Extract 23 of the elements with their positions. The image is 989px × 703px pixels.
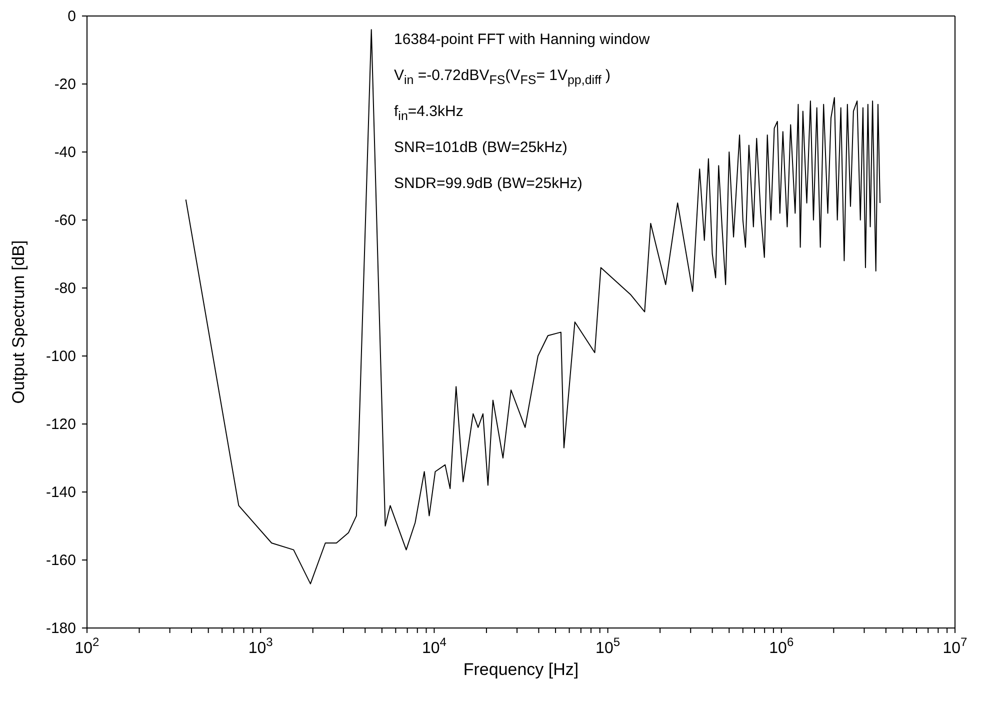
- y-tick-label: -80: [54, 280, 76, 297]
- x-tick-label: 10$^{5}$: [596, 635, 620, 657]
- x-tick-label: 10$^{4}$: [422, 635, 447, 657]
- annotation: 16384-point FFT with Hanning window: [394, 30, 650, 50]
- annotation: f$_{in}$=4.3kHz: [394, 102, 464, 125]
- y-tick-label: -120: [46, 416, 76, 433]
- y-tick-label: -60: [54, 212, 76, 229]
- x-tick-label: 10$^{2}$: [74, 635, 100, 657]
- y-tick-label: 0: [68, 8, 76, 25]
- x-axis-title: Frequency [Hz]: [463, 660, 579, 679]
- x-tick-label: 10$^{6}$: [769, 635, 794, 657]
- y-tick-label: -20: [54, 76, 76, 93]
- annotation: SNR=101dB (BW=25kHz): [394, 138, 568, 158]
- y-tick-label: -160: [46, 552, 76, 569]
- x-tick-label: 10$^{7}$: [942, 635, 968, 657]
- y-tick-label: -100: [46, 348, 76, 365]
- annotation: SNDR=99.9dB (BW=25kHz): [394, 174, 584, 194]
- y-tick-label: -180: [46, 620, 76, 637]
- y-tick-label: -40: [54, 144, 76, 161]
- y-axis-title: Output Spectrum [dB]: [9, 240, 28, 404]
- y-tick-label: -140: [46, 484, 76, 501]
- text: V$_{in}$ =-0.72dBV$_{FS}$(V$_{FS}$= 1V$_{pp,diff}$ ): [394, 67, 610, 87]
- x-tick-label: 10$^{3}$: [248, 635, 274, 657]
